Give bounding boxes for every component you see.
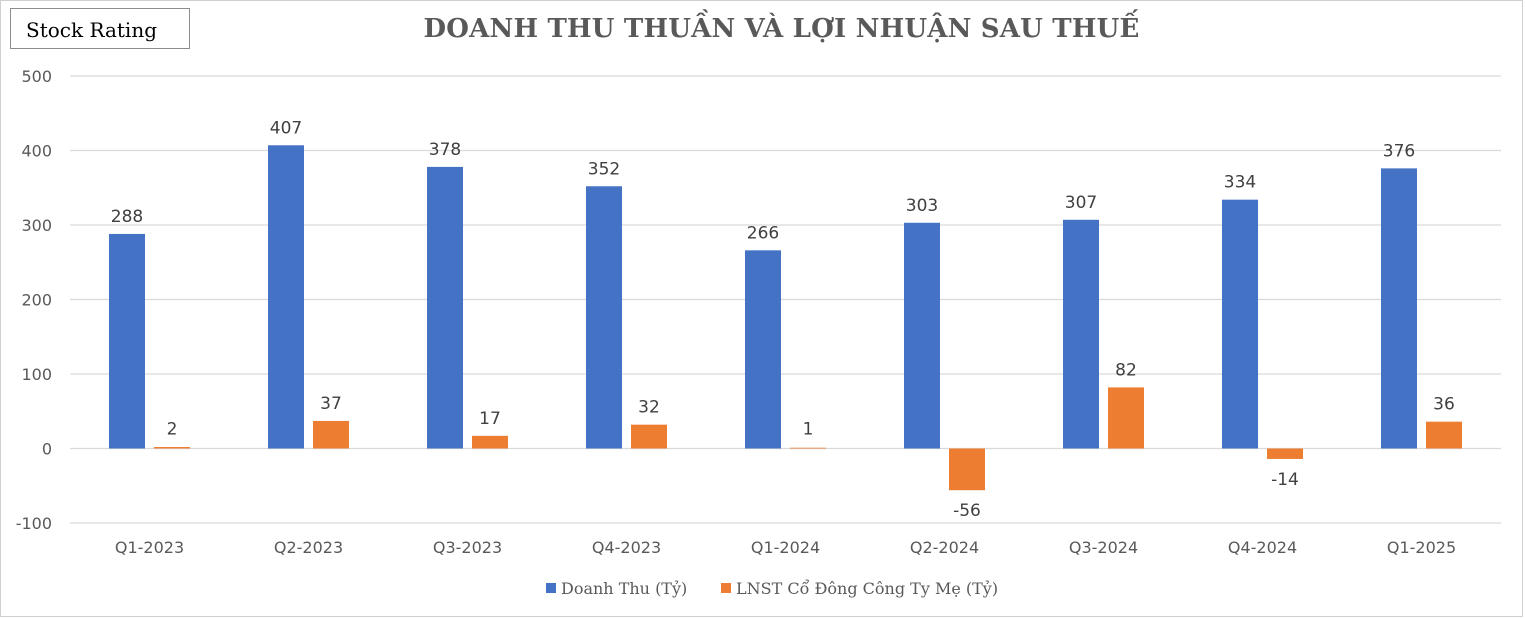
bar-revenue-Q4-2023 [586, 186, 622, 449]
x-tick-label: Q4-2024 [1228, 538, 1297, 557]
data-label: -56 [953, 501, 981, 521]
x-tick-label: Q3-2024 [1069, 538, 1138, 557]
data-label: 82 [1115, 360, 1137, 380]
x-tick-label: Q4-2023 [592, 538, 661, 557]
bar-revenue-Q1-2025 [1381, 168, 1417, 449]
bar-revenue-Q1-2024 [745, 250, 781, 449]
y-tick-label: 100 [21, 365, 52, 384]
bar-profit-Q1-2024 [790, 447, 826, 449]
y-axis: -100 0 100 200 300 400 500 [16, 67, 52, 533]
data-label: 307 [1065, 193, 1097, 213]
legend-swatch-revenue [546, 583, 556, 593]
bar-revenue-Q3-2023 [427, 166, 463, 449]
data-label: 2 [167, 420, 178, 440]
data-label: 36 [1433, 395, 1455, 415]
y-tick-label: -100 [16, 514, 52, 533]
y-tick-label: 0 [42, 440, 52, 459]
data-label: 266 [747, 223, 779, 243]
data-label: 376 [1383, 141, 1415, 161]
data-label: -14 [1271, 470, 1299, 490]
y-tick-label: 300 [21, 216, 52, 235]
legend-label-profit: LNST Cổ Đông Công Ty Mẹ (Tỷ) [736, 579, 998, 598]
y-tick-label: 500 [21, 67, 52, 86]
stock-rating-stamp: Stock Rating [10, 8, 190, 49]
bar-revenue-Q2-2023 [268, 145, 304, 449]
x-tick-label: Q3-2023 [433, 538, 502, 557]
bar-revenue-Q2-2024 [904, 222, 940, 449]
x-tick-label: Q2-2024 [910, 538, 979, 557]
bar-profit-Q2-2023 [313, 420, 349, 449]
bar-profit-Q2-2024 [949, 448, 985, 491]
data-label: 1 [803, 420, 814, 440]
bars [109, 145, 1462, 491]
data-label: 17 [479, 409, 501, 429]
gridlines [70, 75, 1501, 524]
chart-title: DOANH THU THUẦN VÀ LỢI NHUẬN SAU THUẾ [423, 14, 1140, 44]
x-tick-label: Q1-2025 [1387, 538, 1456, 557]
data-label: 288 [111, 207, 143, 227]
data-label: 378 [429, 140, 461, 160]
bar-profit-Q3-2023 [472, 435, 508, 449]
x-tick-label: Q1-2024 [751, 538, 820, 557]
data-label: 37 [320, 394, 342, 414]
legend: Doanh Thu (Tỷ) LNST Cổ Đông Công Ty Mẹ (T… [546, 579, 998, 598]
bar-revenue-Q1-2023 [109, 233, 145, 449]
bar-profit-Q1-2023 [154, 447, 190, 449]
legend-label-revenue: Doanh Thu (Tỷ) [561, 579, 687, 598]
bar-profit-Q4-2023 [631, 424, 667, 449]
bar-profit-Q4-2024 [1267, 448, 1303, 459]
x-axis: Q1-2023 Q2-2023 Q3-2023 Q4-2023 Q1-2024 Q2-20… [115, 538, 1456, 557]
data-labels: 288 2 407 37 378 17 352 32 266 1 303 -56 307 82 334 -14… [111, 118, 1455, 521]
y-tick-label: 400 [21, 142, 52, 161]
data-label: 334 [1224, 173, 1256, 193]
x-tick-label: Q2-2023 [274, 538, 343, 557]
data-label: 303 [906, 196, 938, 216]
bar-revenue-Q4-2024 [1222, 199, 1258, 449]
bar-profit-Q3-2024 [1108, 387, 1144, 449]
bar-profit-Q1-2025 [1426, 421, 1462, 449]
data-label: 32 [638, 398, 660, 418]
legend-swatch-profit [721, 583, 731, 593]
y-tick-label: 200 [21, 291, 52, 310]
data-label: 407 [270, 118, 302, 138]
bar-revenue-Q3-2024 [1063, 219, 1099, 449]
x-tick-label: Q1-2023 [115, 538, 184, 557]
data-label: 352 [588, 159, 620, 179]
